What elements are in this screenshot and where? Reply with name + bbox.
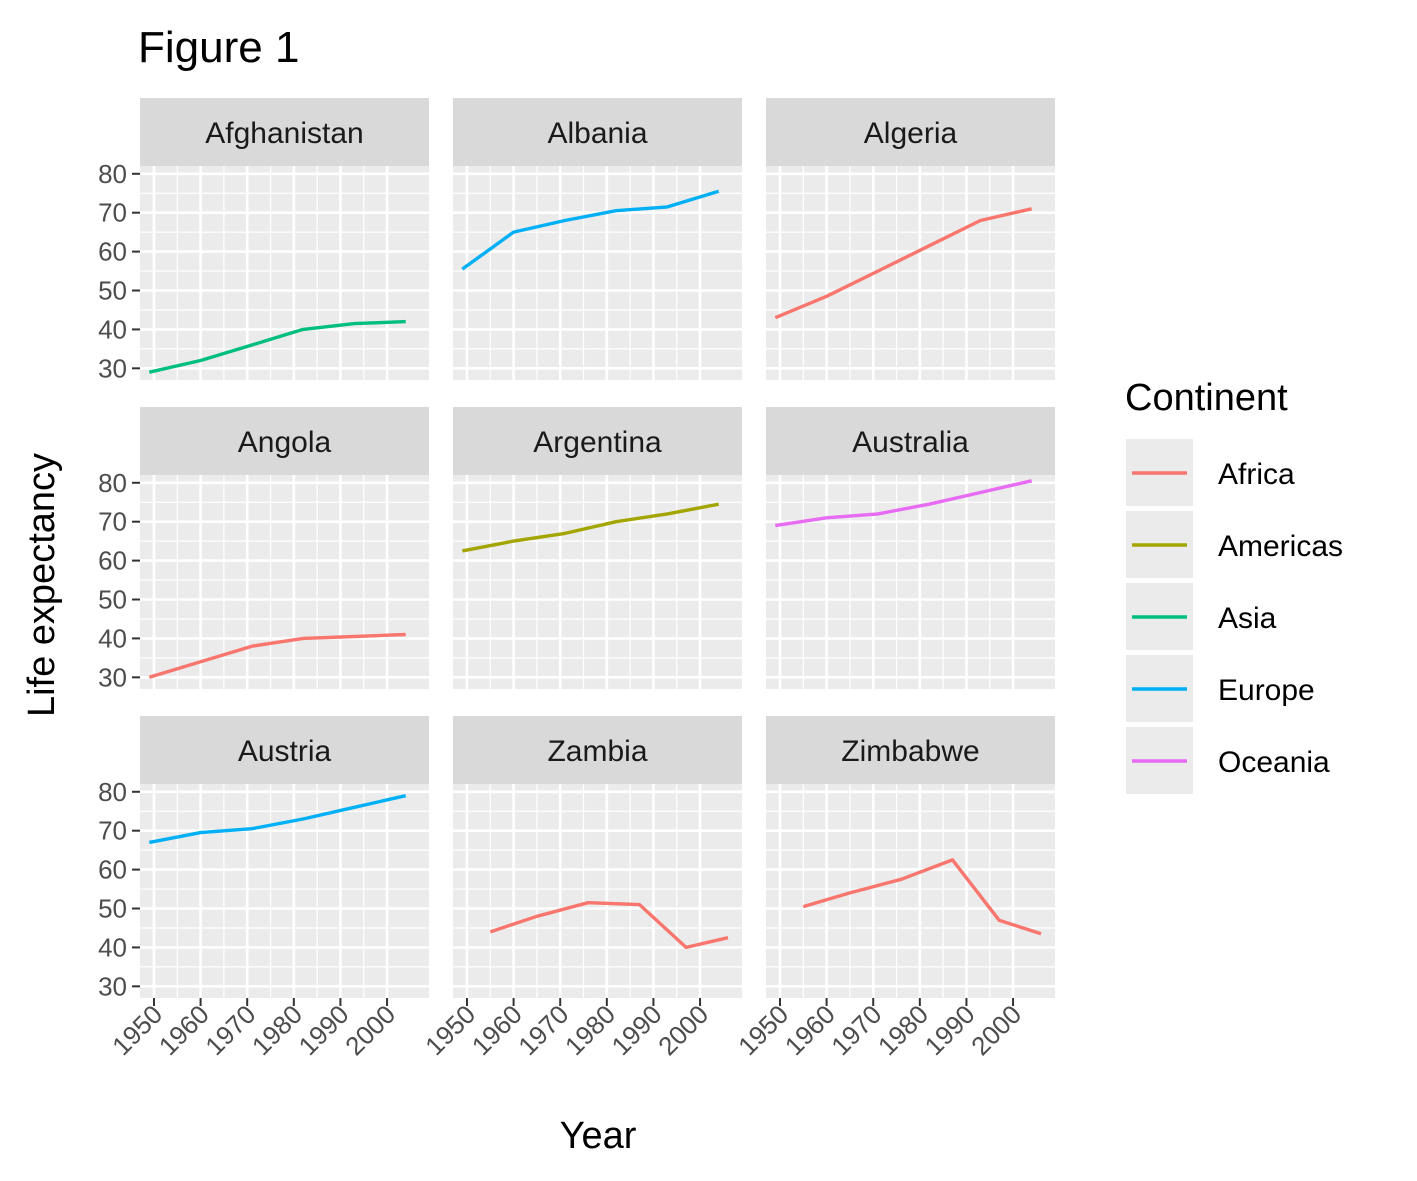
facet-strip-label: Zimbabwe [841,735,979,768]
facet-strip-label: Argentina [533,426,662,459]
panel-background [766,475,1055,689]
facet-strip-label: Austria [238,735,332,768]
y-tick-label: 40 [98,314,127,344]
y-axis-title: Life expectancy [21,453,63,717]
legend-entry-oceania: Oceania [1126,727,1330,794]
y-tick-label: 70 [98,507,127,537]
series-line-europe [148,794,407,845]
legend-label: Africa [1218,458,1295,491]
y-tick-label: 70 [98,816,127,846]
legend-label: Oceania [1218,746,1330,779]
y-tick-label: 70 [98,198,127,228]
legend-entry-europe: Europe [1126,655,1315,722]
legend-label: Europe [1218,674,1315,707]
panel-background [140,784,429,998]
facet-panel-albania: Albania [453,98,742,380]
facet-strip-label: Angola [238,426,332,459]
facet-strip-label: Zambia [547,735,647,768]
facet-strip-label: Australia [852,426,969,459]
chart-title: Figure 1 [138,23,299,72]
y-tick-label: 60 [98,855,127,885]
series-line-africa [489,901,729,950]
panel-background [453,475,742,689]
y-tick-label: 60 [98,546,127,576]
facet-strip [140,716,429,784]
series-line-africa [774,207,1033,320]
y-tick-label: 60 [98,237,127,267]
legend-title: Continent [1125,377,1288,419]
legend-label: Asia [1218,602,1277,635]
series-line-africa [802,858,1042,936]
y-tick-label: 50 [98,894,127,924]
panel-background [453,166,742,380]
y-tick-label: 30 [98,971,127,1001]
facet-panel-argentina: Argentina [453,407,742,689]
facet-panel-algeria: Algeria [766,98,1055,380]
y-tick-label: 80 [98,777,127,807]
facet-panel-australia: Australia [766,407,1055,689]
facet-panel-afghanistan: Afghanistan 30 40 50 60 70 80 [98,98,429,383]
facet-strip [766,407,1055,475]
facet-strip [453,98,742,166]
facet-strip-label: Afghanistan [205,117,363,150]
panel-background [140,475,429,689]
facet-strip [766,716,1055,784]
panel-background [766,784,1055,998]
y-tick-label: 80 [98,159,127,189]
legend-label: Americas [1218,530,1343,563]
y-tick-label: 80 [98,468,127,498]
legend-entry-africa: Africa [1126,439,1295,506]
legend: Continent Africa Americas Asia Europe Oceani… [1125,377,1343,794]
series-line-europe [461,189,720,271]
x-axis-title: Year [560,1115,637,1157]
series-line-oceania [775,479,1033,528]
panel-background [766,166,1055,380]
facet-strip-label: Algeria [864,117,958,150]
legend-entry-americas: Americas [1126,511,1343,578]
facet-panels: Afghanistan 30 40 50 60 70 80 Albania Algeria Ang… [98,98,1055,1061]
series-line-africa [148,632,406,679]
facet-strip [140,98,429,166]
facet-strip [453,407,742,475]
y-tick-label: 30 [98,662,127,692]
panel-background [140,166,429,380]
legend-entry-asia: Asia [1126,583,1277,650]
y-tick-label: 40 [98,932,127,962]
y-tick-label: 40 [98,623,127,653]
facet-strip [140,407,429,475]
facet-strip [766,98,1055,166]
y-tick-label: 50 [98,276,127,306]
series-line-asia [148,319,406,374]
facet-strip-label: Albania [547,117,647,150]
panel-background [453,784,742,998]
y-tick-label: 50 [98,585,127,615]
facet-panel-angola: Angola 30 40 50 60 70 80 [98,407,429,692]
series-line-americas [461,502,720,553]
facet-strip [453,716,742,784]
y-tick-label: 30 [98,353,127,383]
